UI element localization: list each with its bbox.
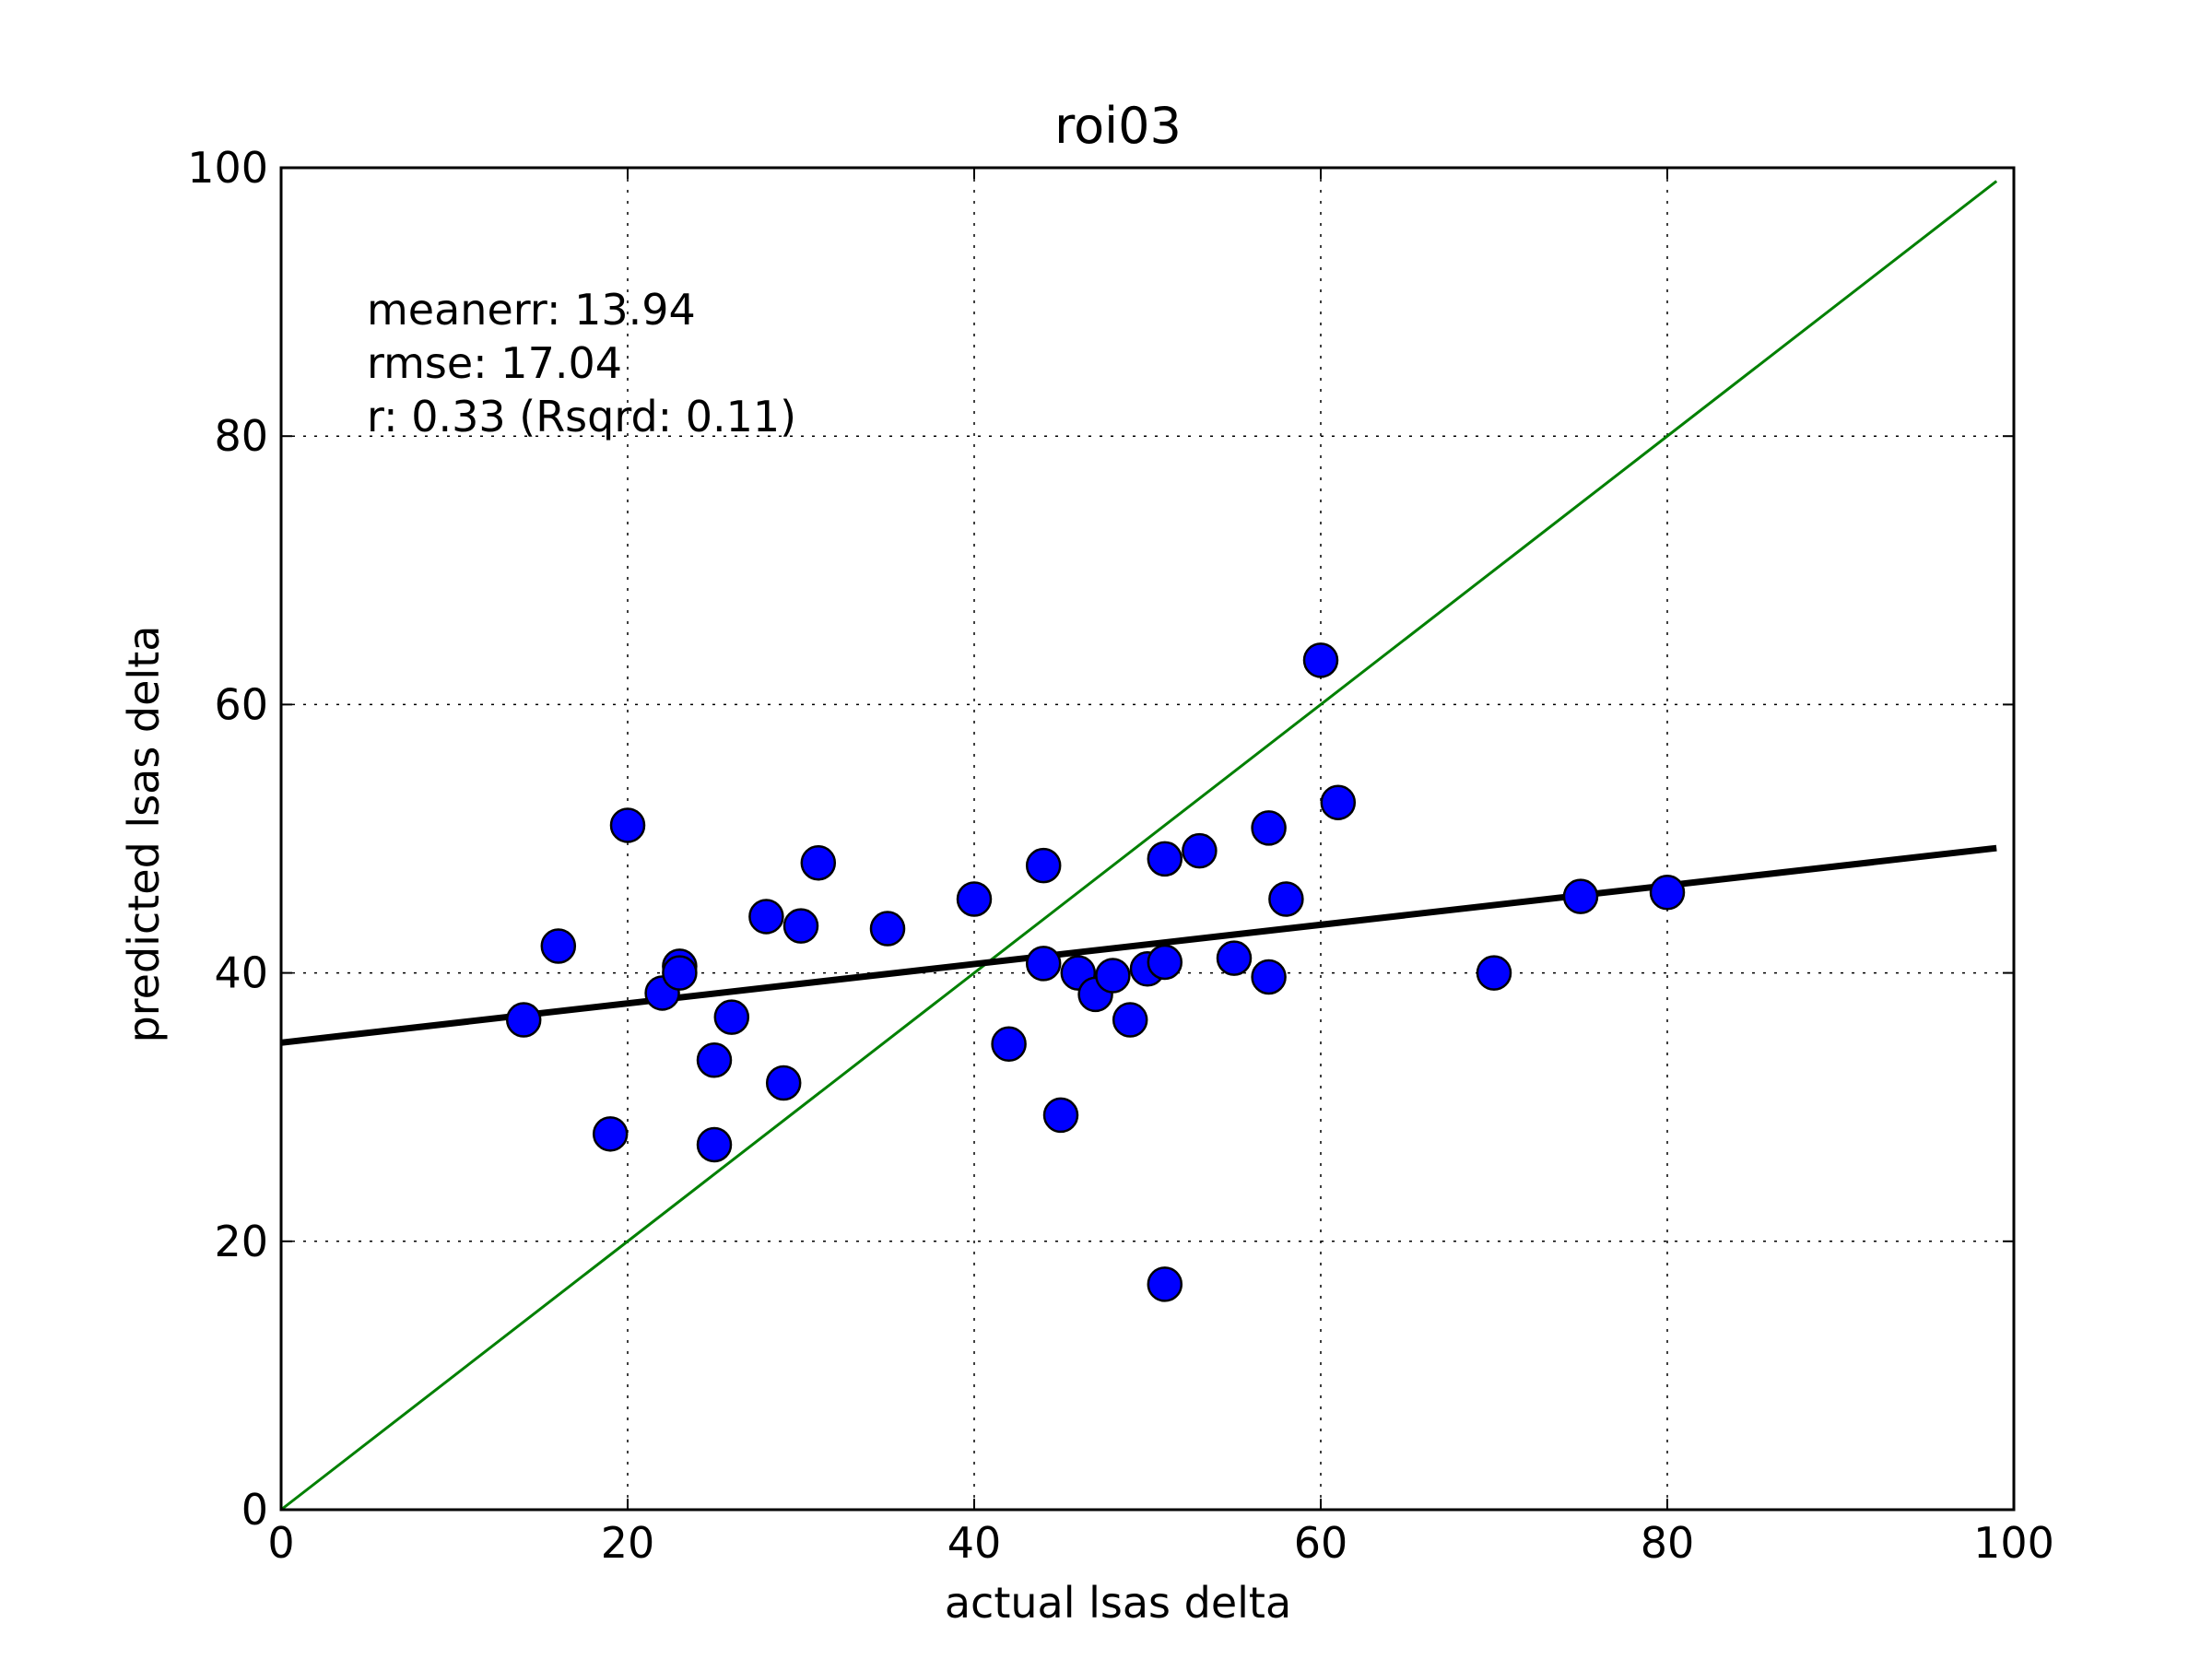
- data-point: [1182, 832, 1218, 869]
- data-point: [800, 844, 837, 881]
- data-point: [1562, 878, 1599, 914]
- regression-line: [280, 844, 1997, 1046]
- data-point: [1216, 940, 1253, 976]
- data-point: [1476, 955, 1512, 991]
- data-point: [1268, 881, 1304, 917]
- data-point: [696, 1041, 733, 1078]
- data-point: [505, 1002, 542, 1038]
- data-point: [1112, 1002, 1148, 1038]
- y-tick-label: 60: [214, 679, 268, 729]
- data-point: [609, 807, 646, 843]
- data-point: [956, 881, 993, 917]
- annotation-r: r: 0.33 (Rsqrd: 0.11): [367, 392, 796, 441]
- x-tick-label: 0: [267, 1518, 294, 1568]
- y-tick-label: 0: [241, 1485, 268, 1535]
- data-point: [662, 955, 698, 991]
- y-axis-label: predicted lsas delta: [119, 626, 169, 1043]
- data-point: [765, 1065, 802, 1101]
- data-point: [1042, 1097, 1079, 1134]
- data-point: [540, 928, 577, 964]
- y-tick-label: 100: [187, 143, 268, 193]
- y-tick-label: 80: [214, 411, 268, 461]
- y-tick-label: 40: [214, 948, 268, 998]
- annotation-meanerr: meanerr: 13.94: [367, 285, 696, 335]
- x-tick-label: 40: [947, 1518, 1002, 1568]
- data-point: [1649, 874, 1686, 911]
- annotation-rmse: rmse: 17.04: [367, 338, 622, 388]
- data-point: [1251, 810, 1287, 846]
- grid: [281, 168, 2014, 1510]
- data-point: [1147, 841, 1183, 877]
- data-points: [505, 642, 1686, 1302]
- data-point: [869, 911, 906, 947]
- data-point: [713, 999, 750, 1035]
- reference-lines: [280, 180, 1998, 1512]
- x-tick-label: 60: [1294, 1518, 1348, 1568]
- chart-title: roi03: [1054, 97, 1182, 155]
- x-tick-label: 100: [1973, 1518, 2054, 1568]
- data-point: [1320, 784, 1357, 820]
- data-point: [1251, 959, 1287, 995]
- data-point: [1025, 946, 1062, 982]
- data-point: [1095, 958, 1131, 994]
- data-point: [1147, 1266, 1183, 1302]
- x-tick-label: 80: [1641, 1518, 1695, 1568]
- axis-ticks: 0 20 40 60 80 100 0 20 40 60 80 100: [187, 143, 2054, 1568]
- data-point: [1302, 642, 1339, 678]
- x-axis-label: actual lsas delta: [945, 1578, 1291, 1628]
- data-point: [1025, 847, 1062, 884]
- data-point: [1147, 944, 1183, 981]
- plot-area-frame: [279, 166, 2016, 1512]
- data-point: [696, 1126, 733, 1163]
- identity-line: [280, 180, 1998, 1512]
- data-point: [748, 899, 784, 935]
- x-tick-label: 20: [601, 1518, 655, 1568]
- data-point: [782, 908, 819, 944]
- data-point: [991, 1026, 1027, 1063]
- y-tick-label: 20: [214, 1217, 268, 1266]
- data-point: [592, 1116, 629, 1152]
